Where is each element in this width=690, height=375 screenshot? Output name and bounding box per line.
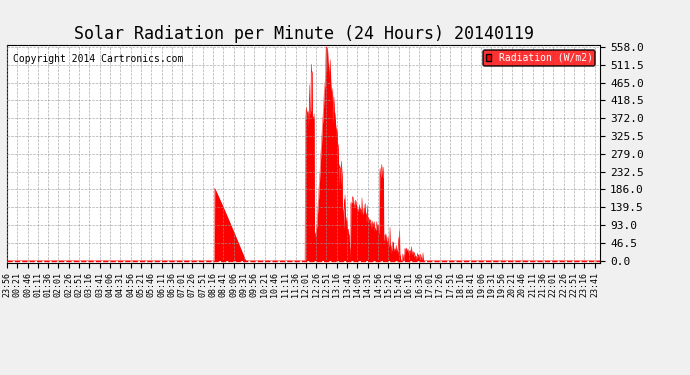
Title: Solar Radiation per Minute (24 Hours) 20140119: Solar Radiation per Minute (24 Hours) 20… [74, 26, 533, 44]
Text: Copyright 2014 Cartronics.com: Copyright 2014 Cartronics.com [13, 54, 184, 64]
Legend: Radiation (W/m2): Radiation (W/m2) [483, 50, 595, 66]
